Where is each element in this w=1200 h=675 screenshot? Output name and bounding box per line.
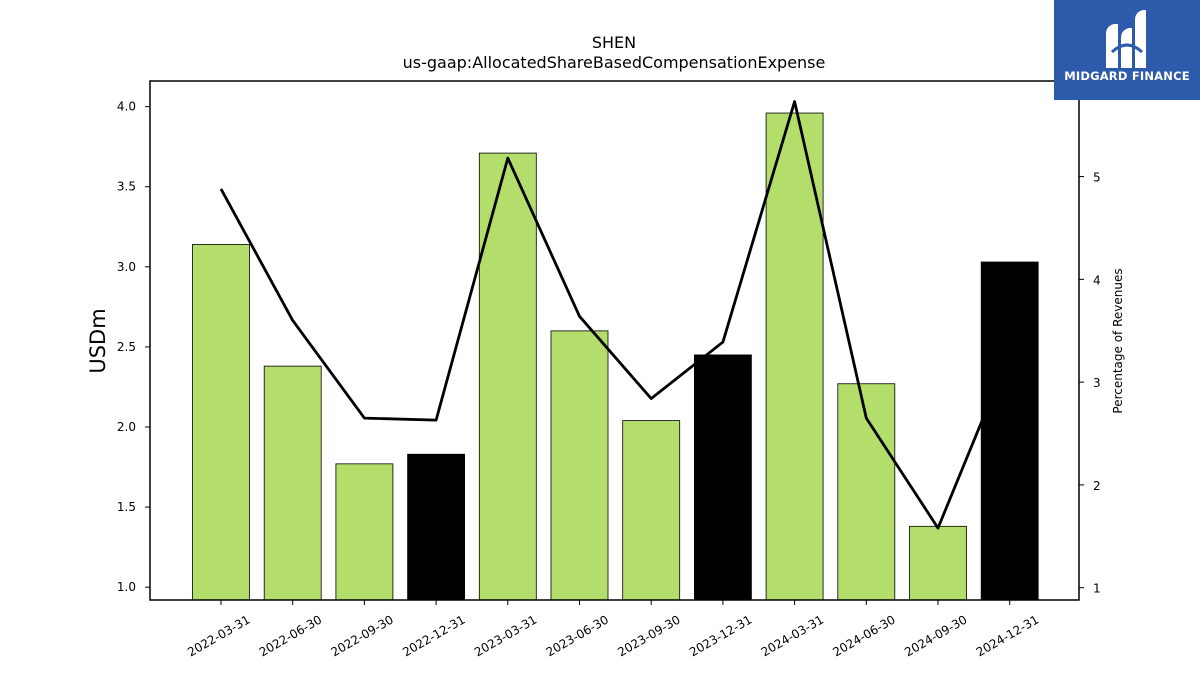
bar-2024-09-30: [909, 525, 967, 601]
y-tick-label-right: 1: [1093, 582, 1101, 596]
series-line-percentage: [219, 100, 1011, 530]
x-tick-label: 2024-03-31: [759, 612, 826, 659]
y-axis-label-left: USDm: [86, 308, 110, 373]
chart-subtitle: us-gaap:AllocatedShareBasedCompensationE…: [403, 53, 826, 72]
line-layer: [219, 100, 1011, 530]
x-tick-label: 2023-09-30: [615, 612, 682, 659]
x-axis: 2022-03-31 2022-06-30 2022-09-30 2022-12-31…: [185, 600, 1041, 659]
y-tick-label-left: 1.5: [117, 500, 136, 514]
logo-text: MIDGARD FINANCE: [1064, 69, 1190, 83]
y-tick-label-left: 2.0: [117, 420, 136, 434]
bar-2024-12-31: [980, 261, 1039, 601]
y-tick-label-left: 1.0: [117, 580, 136, 594]
x-tick-label: 2022-06-30: [257, 612, 324, 659]
y-tick-label-right: 3: [1093, 376, 1101, 390]
x-tick-label: 2024-06-30: [830, 612, 897, 659]
x-tick-label: 2023-12-31: [687, 612, 754, 659]
logo-mark-icon: [1106, 10, 1146, 68]
brand-logo: MIDGARD FINANCE: [1054, 0, 1200, 100]
y-tick-label-left: 2.5: [117, 340, 136, 354]
bar-2022-12-31: [407, 453, 466, 601]
bar-2022-06-30: [263, 365, 322, 601]
x-tick-label: 2023-03-31: [472, 612, 539, 659]
y-tick-label-right: 4: [1093, 273, 1101, 287]
y-tick-label-left: 3.5: [117, 180, 136, 194]
plot-frame: [149, 80, 1080, 601]
y-tick-label-right: 5: [1093, 171, 1101, 185]
bar-2023-06-30: [550, 330, 609, 601]
y-axis-label-right: Percentage of Revenues: [1111, 268, 1125, 413]
y-axis-left: 1.0 1.5 2.0 2.5 3.0 3.5 4.0: [117, 100, 150, 594]
x-tick-label: 2024-12-31: [974, 612, 1041, 659]
bar-2022-03-31: [192, 243, 250, 601]
chart-title: SHEN: [592, 33, 636, 52]
y-axis-right: 1 2 3 4 5: [1079, 171, 1101, 596]
bar-2023-09-30: [622, 420, 681, 601]
y-tick-label-left: 4.0: [117, 100, 136, 114]
y-tick-label-right: 2: [1093, 479, 1101, 493]
x-tick-label: 2022-09-30: [328, 612, 395, 659]
bar-2023-03-31: [478, 152, 537, 601]
x-tick-label: 2022-12-31: [400, 612, 467, 659]
bar-2023-12-31: [694, 354, 752, 601]
x-tick-label: 2024-09-30: [902, 612, 969, 659]
x-tick-label: 2023-06-30: [544, 612, 611, 659]
y-tick-label-left: 3.0: [117, 260, 136, 274]
bar-2022-09-30: [335, 463, 394, 601]
x-tick-label: 2022-03-31: [185, 612, 252, 659]
